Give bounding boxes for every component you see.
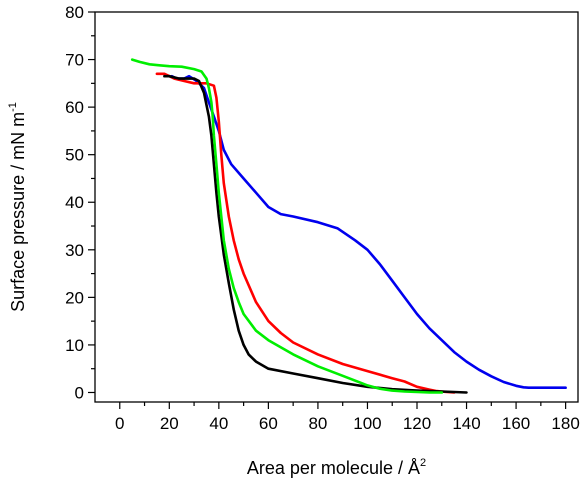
y-axis-title-superscript: -1 — [7, 102, 19, 112]
y-tick-label: 40 — [65, 193, 84, 212]
y-tick-label: 10 — [65, 336, 84, 355]
x-axis-title: Area per molecule / Å2 — [247, 457, 426, 478]
y-tick-label: 60 — [65, 98, 84, 117]
x-axis-title-text: Area per molecule / Å — [247, 458, 420, 478]
series-line-1 — [170, 74, 567, 390]
x-tick-label: 20 — [160, 414, 179, 433]
x-tick-label: 100 — [353, 414, 381, 433]
plot-frame — [94, 11, 579, 403]
x-tick-label: 140 — [452, 414, 480, 433]
y-tick-label: 80 — [65, 3, 84, 22]
y-tick-label: 70 — [65, 51, 84, 70]
x-axis-title-superscript: 2 — [420, 457, 426, 469]
axis-tick-labels: 0 20 40 60 80 100 120 140 160 180 0 10 20 30 40 50 60 70 8… — [65, 3, 580, 433]
y-tick-label: 50 — [65, 146, 84, 165]
y-axis-title: Surface pressure / mN m-1 — [7, 102, 28, 312]
series-layer — [130, 58, 567, 394]
axis-ticks — [88, 11, 567, 409]
x-tick-label: 120 — [403, 414, 431, 433]
series-line-2 — [155, 72, 456, 394]
y-tick-label: 30 — [65, 241, 84, 260]
series-line-3 — [163, 74, 468, 394]
y-axis-title-text: Surface pressure / mN m — [8, 112, 28, 312]
x-tick-label: 40 — [209, 414, 228, 433]
x-tick-label: 80 — [308, 414, 327, 433]
x-tick-label: 0 — [115, 414, 124, 433]
y-tick-label: 0 — [75, 383, 84, 402]
series-line-4 — [130, 58, 444, 394]
y-tick-label: 20 — [65, 288, 84, 307]
x-tick-label: 60 — [259, 414, 278, 433]
x-tick-label: 180 — [551, 414, 579, 433]
x-tick-label: 160 — [502, 414, 530, 433]
